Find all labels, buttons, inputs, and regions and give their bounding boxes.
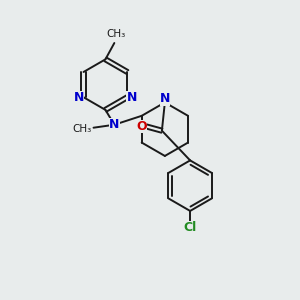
Text: N: N — [109, 118, 119, 131]
Text: N: N — [74, 91, 84, 104]
Text: N: N — [160, 92, 170, 105]
Text: CH₃: CH₃ — [106, 29, 125, 39]
Text: N: N — [127, 91, 137, 104]
Text: CH₃: CH₃ — [72, 124, 91, 134]
Text: Cl: Cl — [184, 221, 197, 234]
Text: O: O — [137, 120, 147, 133]
